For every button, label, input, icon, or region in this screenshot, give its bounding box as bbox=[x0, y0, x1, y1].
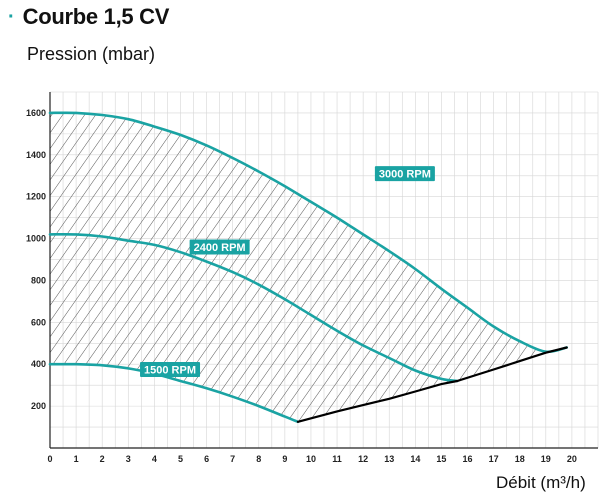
title-row: · Courbe 1,5 CV bbox=[8, 4, 169, 30]
x-tick-label: 10 bbox=[306, 454, 316, 464]
y-tick-label: 400 bbox=[31, 359, 46, 369]
y-tick-label: 200 bbox=[31, 401, 46, 411]
x-tick-label: 12 bbox=[358, 454, 368, 464]
rpm-labels: 3000 RPM 2400 RPM 1500 RPM bbox=[140, 166, 435, 377]
x-tick-label: 20 bbox=[567, 454, 577, 464]
rpm-label-box bbox=[140, 361, 201, 377]
series-line-3000-rpm bbox=[48, 111, 568, 354]
y-tick-label: 800 bbox=[31, 275, 46, 285]
hatched-area bbox=[50, 112, 567, 422]
y-tick-label: 600 bbox=[31, 317, 46, 327]
x-tick-label: 9 bbox=[282, 454, 287, 464]
x-tick-label: 19 bbox=[541, 454, 551, 464]
x-tick-label: 7 bbox=[230, 454, 235, 464]
series-line-2400-rpm bbox=[48, 232, 459, 383]
rpm-label: 2400 RPM bbox=[189, 239, 250, 255]
rpm-label: 3000 RPM bbox=[374, 166, 435, 182]
rpm-label-box bbox=[374, 166, 435, 182]
hatched-operating-range bbox=[50, 112, 567, 422]
y-tick-label: 1200 bbox=[26, 192, 46, 202]
x-tick-label: 1 bbox=[74, 454, 79, 464]
rpm-label: 1500 RPM bbox=[140, 361, 201, 377]
x-tick-label: 11 bbox=[332, 454, 342, 464]
x-tick-label: 2 bbox=[100, 454, 105, 464]
tick-labels: 0 1 2 3 4 5 6 7 8 9 10 11 12 13 14 15 16 17 18 19 2020040060… bbox=[26, 108, 577, 464]
x-tick-label: 8 bbox=[256, 454, 261, 464]
x-tick-label: 3 bbox=[126, 454, 131, 464]
page-title: Courbe 1,5 CV bbox=[22, 4, 170, 29]
y-axis-label: Pression (mbar) bbox=[27, 44, 156, 64]
series-lines bbox=[48, 111, 568, 424]
series-line-1500-rpm bbox=[48, 362, 300, 424]
x-tick-label: 4 bbox=[152, 454, 157, 464]
rpm-label-box bbox=[189, 239, 250, 255]
x-axis-label: Débit (m³/h) bbox=[496, 473, 586, 492]
series-line-system-curve bbox=[296, 346, 568, 423]
rpm-label-text: 1500 RPM bbox=[144, 364, 196, 376]
x-tick-label: 17 bbox=[489, 454, 499, 464]
x-tick-label: 6 bbox=[204, 454, 209, 464]
y-tick-label: 1400 bbox=[26, 150, 46, 160]
x-tick-label: 16 bbox=[463, 454, 473, 464]
x-tick-label: 0 bbox=[47, 454, 52, 464]
title-bullet: · bbox=[8, 6, 15, 28]
y-tick-label: 1600 bbox=[26, 108, 46, 118]
y-tick-label: 1000 bbox=[26, 234, 46, 244]
rpm-label-text: 3000 RPM bbox=[379, 169, 431, 181]
x-tick-label: 5 bbox=[178, 454, 183, 464]
x-tick-label: 18 bbox=[515, 454, 525, 464]
rpm-label-text: 2400 RPM bbox=[194, 242, 246, 254]
axes bbox=[49, 92, 598, 449]
x-tick-label: 14 bbox=[410, 454, 420, 464]
x-tick-label: 15 bbox=[436, 454, 446, 464]
x-tick-label: 13 bbox=[384, 454, 394, 464]
